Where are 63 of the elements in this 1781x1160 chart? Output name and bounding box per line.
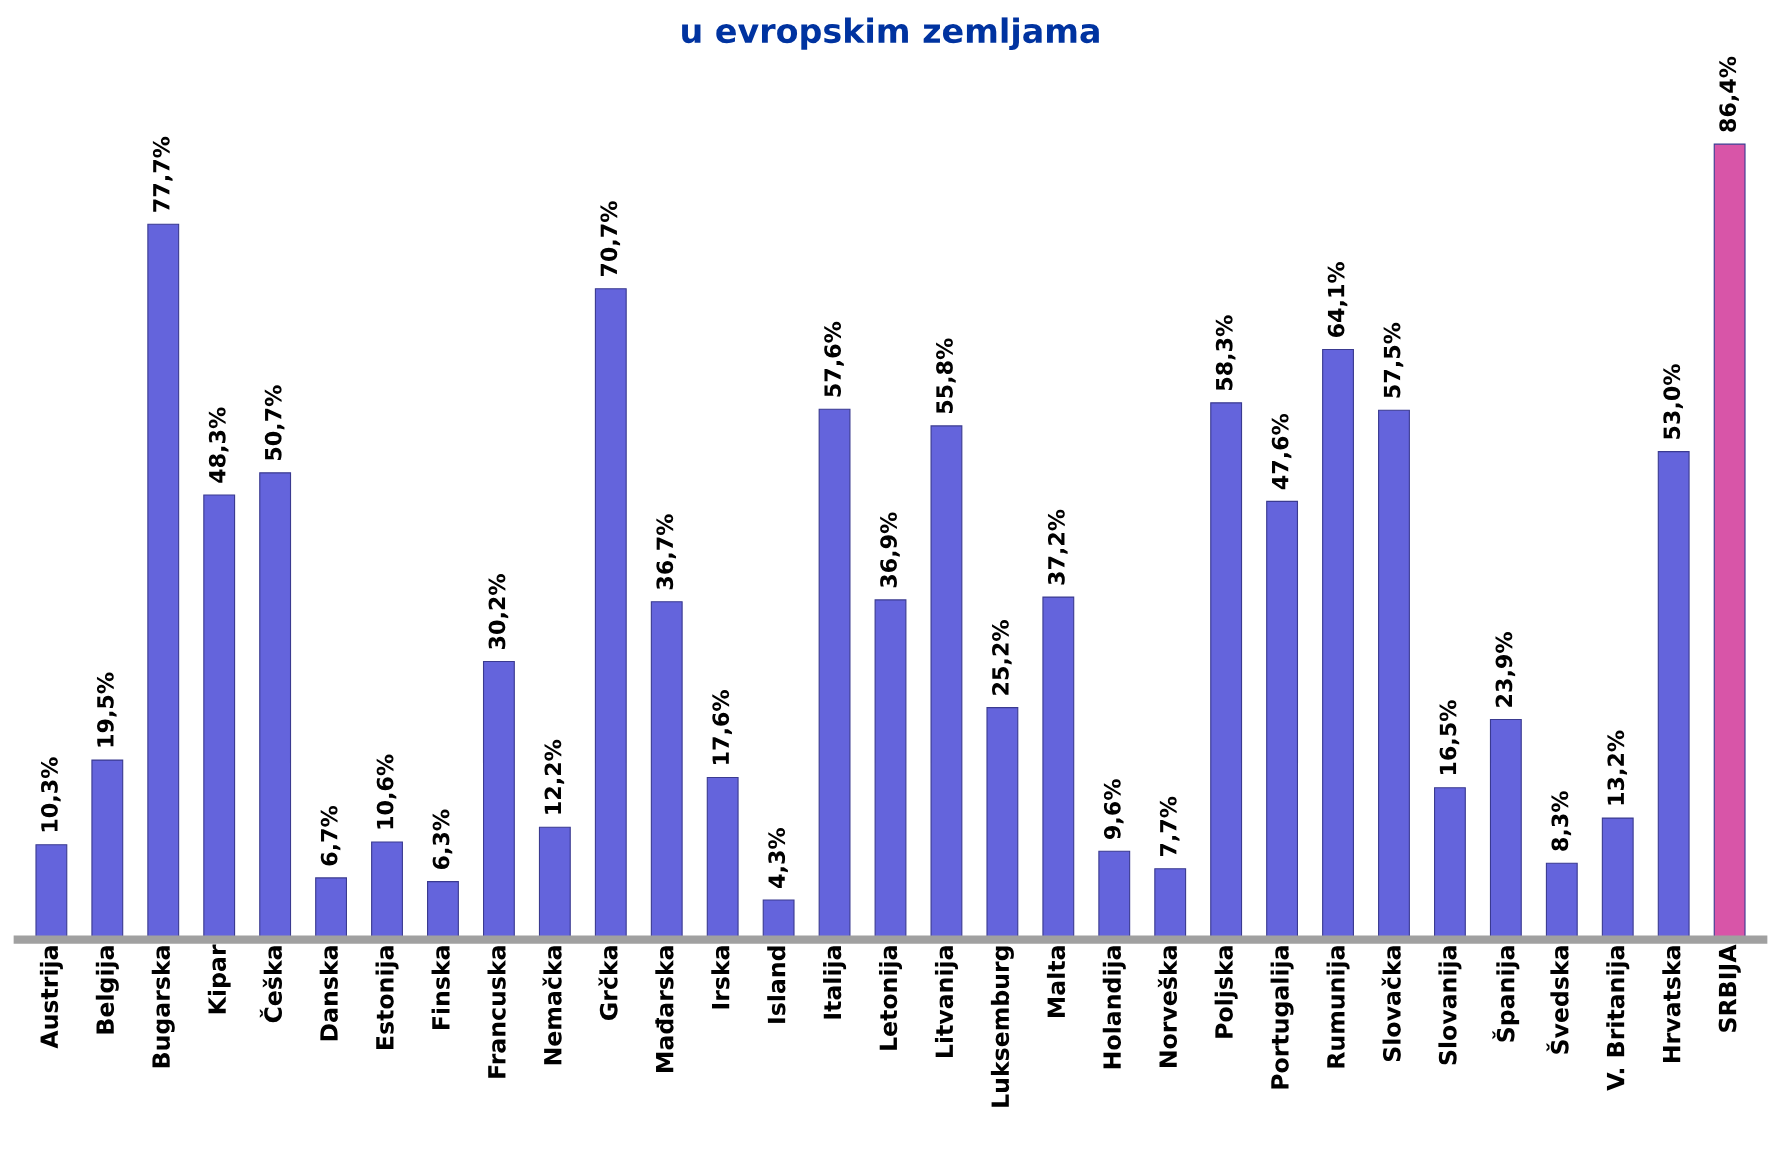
- data-label: 77,7%: [152, 136, 173, 212]
- data-label: 36,7%: [656, 514, 677, 590]
- data-label: 6,7%: [320, 805, 341, 866]
- x-tick-label: Italija: [823, 946, 847, 1019]
- x-tick-label: Norveška: [1157, 946, 1178, 1068]
- data-label: 4,3%: [768, 827, 788, 888]
- x-tick-label: Irska: [711, 946, 730, 1009]
- data-label: 48,3%: [208, 407, 229, 483]
- x-tick-label: Danska: [319, 946, 338, 1041]
- x-tick-label: Belgija: [95, 946, 119, 1034]
- data-label: 10,3%: [41, 757, 61, 832]
- x-tick-label: Češka: [259, 946, 282, 1023]
- x-tick-label: Finska: [431, 946, 450, 1030]
- x-tick-label: Mađarska: [655, 946, 674, 1072]
- x-tick-label: Litvanija: [934, 946, 958, 1057]
- x-tick-label: Grčka: [598, 946, 618, 1020]
- x-tick-label: Island: [767, 946, 786, 1023]
- chart-title: u evropskim zemljama: [682, 17, 1099, 50]
- data-label: 86,4%: [1719, 56, 1739, 132]
- x-tick-label: Španija: [1492, 946, 1520, 1042]
- data-label: 55,8%: [936, 338, 956, 414]
- data-label: 36,9%: [880, 512, 900, 588]
- x-tick-label: Slovanija: [1438, 946, 1462, 1065]
- data-label: 37,2%: [1047, 509, 1068, 585]
- data-label: 58,3%: [1215, 315, 1236, 391]
- data-label: 8,3%: [1551, 791, 1572, 851]
- x-tick-label: SRBIJA: [1718, 944, 1741, 1032]
- data-label: 23,9%: [1495, 632, 1516, 707]
- x-tick-label: Poljska: [1214, 946, 1238, 1038]
- data-label: 47,6%: [1271, 413, 1292, 490]
- data-label: 7,7%: [1159, 796, 1180, 857]
- data-label: 57,5%: [1383, 322, 1404, 398]
- data-label: 12,2%: [544, 739, 565, 814]
- x-tick-label: Kipar: [207, 944, 231, 1014]
- data-label: 17,6%: [712, 690, 732, 764]
- data-label: 9,6%: [1103, 779, 1124, 839]
- data-label: 10,6%: [376, 754, 397, 829]
- x-tick-label: Rumunija: [1326, 946, 1350, 1068]
- x-tick-label: Slovačka: [1381, 946, 1401, 1062]
- data-label: 53,0%: [1663, 364, 1683, 439]
- x-tick-label: V. Britanija: [1606, 946, 1630, 1091]
- data-label: 70,7%: [600, 201, 621, 277]
- x-tick-label: Estonija: [375, 946, 399, 1049]
- x-tick-label: Švedska: [1546, 946, 1569, 1054]
- x-tick-label: Austrija: [39, 946, 63, 1049]
- x-tick-label: Hrvatska: [1662, 946, 1681, 1062]
- x-tick-label: Nemačka: [542, 946, 562, 1065]
- data-label: 30,2%: [488, 574, 509, 649]
- data-label: 16,5%: [1439, 700, 1460, 775]
- data-label: 19,5%: [96, 672, 117, 747]
- data-label: 13,2%: [1607, 730, 1628, 805]
- data-label: 50,7%: [264, 385, 285, 461]
- data-label: 25,2%: [992, 620, 1012, 695]
- x-tick-label: Letonija: [878, 946, 903, 1050]
- data-label: 57,6%: [824, 321, 844, 397]
- x-tick-label: Bugarska: [151, 946, 175, 1068]
- data-label: 6,3%: [432, 809, 453, 870]
- x-tick-label: Holandija: [1102, 946, 1126, 1069]
- x-tick-label: Luksemburg: [990, 946, 1014, 1107]
- x-tick-label: Malta: [1046, 946, 1066, 1018]
- x-tick-label: Francuska: [487, 946, 506, 1078]
- data-label: 64,1%: [1327, 261, 1348, 337]
- x-tick-label: Portugalija: [1270, 946, 1294, 1089]
